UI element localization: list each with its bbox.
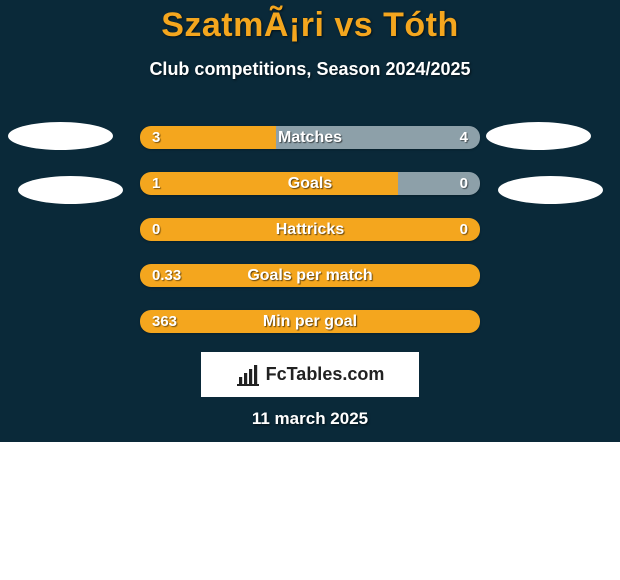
stat-row: 10Goals [140, 172, 480, 195]
stat-value-right: 0 [460, 172, 468, 195]
brand-box: FcTables.com [201, 352, 419, 397]
stat-seg-left [140, 310, 480, 333]
stat-row: 34Matches [140, 126, 480, 149]
stat-value-left: 1 [152, 172, 160, 195]
stat-value-left: 3 [152, 126, 160, 149]
player-badge-left-1 [8, 122, 113, 150]
stat-value-right: 4 [460, 126, 468, 149]
brand-label: FcTables.com [266, 364, 385, 385]
stat-value-left: 0 [152, 218, 160, 241]
player-badge-left-2 [18, 176, 123, 204]
player-badge-right-2 [498, 176, 603, 204]
stat-value-left: 363 [152, 310, 177, 333]
bar-chart-icon [236, 364, 260, 386]
stat-bars: 34Matches10Goals00Hattricks0.33Goals per… [140, 126, 480, 356]
stat-seg-left [140, 172, 398, 195]
stat-value-right: 0 [460, 218, 468, 241]
stat-row: 00Hattricks [140, 218, 480, 241]
stat-seg-left [140, 264, 480, 287]
comparison-card: SzatmÃ¡ri vs Tóth Club competitions, Sea… [0, 0, 620, 442]
subtitle: Club competitions, Season 2024/2025 [0, 59, 620, 80]
stat-seg-left [140, 126, 276, 149]
stat-seg-right [276, 126, 480, 149]
stat-row: 363Min per goal [140, 310, 480, 333]
stat-value-left: 0.33 [152, 264, 181, 287]
stat-row: 0.33Goals per match [140, 264, 480, 287]
date-stamp: 11 march 2025 [0, 409, 620, 429]
player-badge-right-1 [486, 122, 591, 150]
page-title: SzatmÃ¡ri vs Tóth [0, 0, 620, 45]
stat-seg-left [140, 218, 480, 241]
